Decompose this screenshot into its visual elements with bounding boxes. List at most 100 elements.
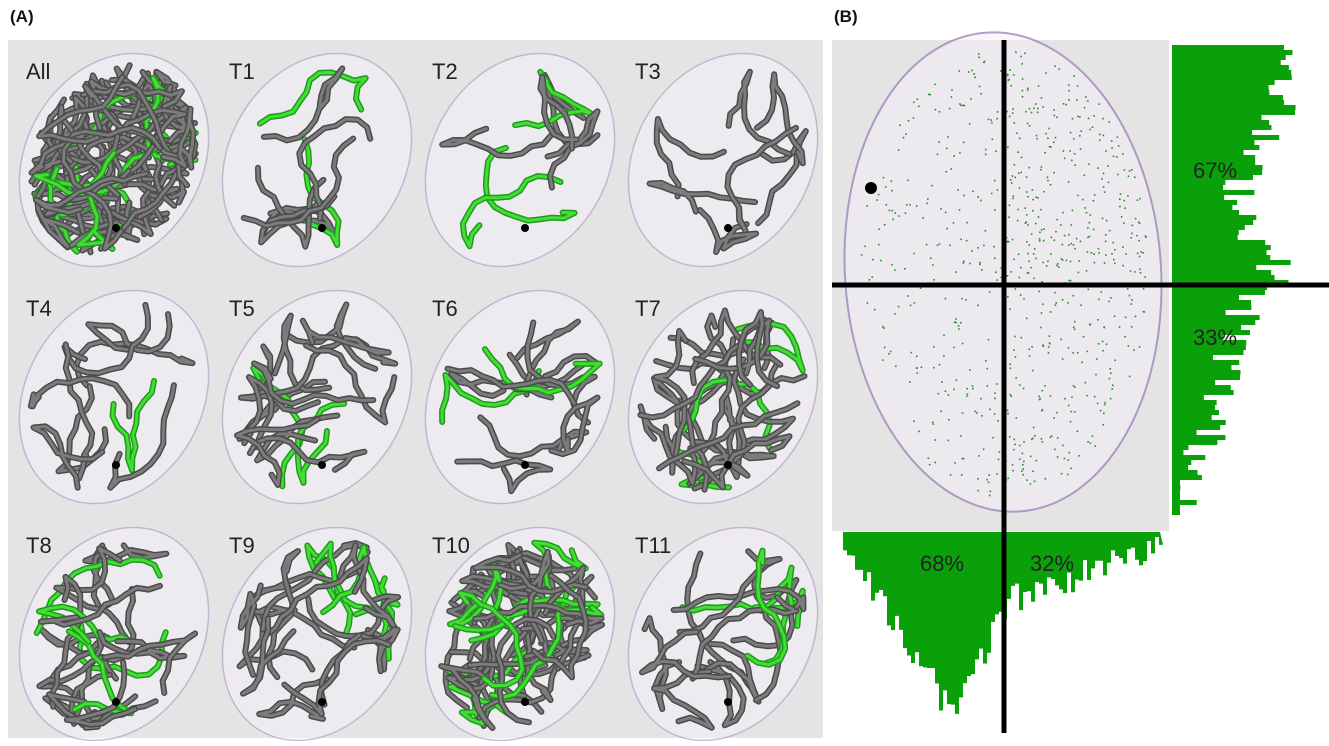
dot bbox=[916, 205, 918, 207]
dot bbox=[927, 198, 929, 200]
dot bbox=[949, 108, 951, 110]
dot bbox=[1009, 308, 1011, 310]
dot bbox=[985, 149, 987, 151]
dot bbox=[1138, 240, 1140, 242]
marker-dot bbox=[112, 224, 120, 232]
dot bbox=[985, 360, 987, 362]
dot bbox=[983, 245, 985, 247]
dot bbox=[890, 351, 892, 353]
dot bbox=[966, 388, 968, 390]
dot bbox=[898, 306, 900, 308]
dot bbox=[1013, 449, 1015, 451]
dot bbox=[1027, 89, 1029, 91]
percent-label: 32% bbox=[1030, 551, 1074, 576]
dot bbox=[1000, 70, 1002, 72]
dot bbox=[1131, 303, 1133, 305]
dot bbox=[1068, 90, 1070, 92]
dot bbox=[945, 298, 947, 300]
dot bbox=[988, 482, 990, 484]
dot bbox=[969, 263, 971, 265]
dot bbox=[1031, 112, 1033, 114]
dot bbox=[928, 457, 930, 459]
dot bbox=[1077, 85, 1079, 87]
dot bbox=[918, 106, 920, 108]
dot bbox=[1054, 240, 1056, 242]
dot bbox=[1131, 299, 1133, 301]
dot bbox=[1114, 360, 1116, 362]
dot bbox=[1113, 156, 1115, 158]
dot bbox=[1045, 72, 1047, 74]
tile-label: T7 bbox=[635, 296, 661, 321]
dot bbox=[1068, 234, 1070, 236]
dot bbox=[910, 305, 912, 307]
dot bbox=[1139, 198, 1141, 200]
dot bbox=[963, 262, 965, 264]
dot bbox=[1019, 445, 1021, 447]
dot bbox=[980, 200, 982, 202]
dot bbox=[1078, 455, 1080, 457]
dot bbox=[990, 491, 992, 493]
dot bbox=[1114, 249, 1116, 251]
dot bbox=[1054, 65, 1056, 67]
dot bbox=[927, 203, 929, 205]
dot bbox=[1029, 244, 1031, 246]
dot bbox=[940, 410, 942, 412]
dot bbox=[894, 313, 896, 315]
marker-dot bbox=[318, 461, 326, 469]
dot bbox=[1040, 209, 1042, 211]
dot bbox=[906, 204, 908, 206]
dot bbox=[1073, 75, 1075, 77]
dot bbox=[1135, 218, 1137, 220]
dot bbox=[954, 322, 956, 324]
dot bbox=[1105, 241, 1107, 243]
dot bbox=[929, 464, 931, 466]
dot bbox=[1016, 132, 1018, 134]
dot bbox=[990, 119, 992, 121]
dot bbox=[1043, 228, 1045, 230]
dot bbox=[1104, 191, 1106, 193]
dot bbox=[1054, 292, 1056, 294]
dot bbox=[1102, 341, 1104, 343]
dot bbox=[1104, 327, 1106, 329]
dot bbox=[972, 191, 974, 193]
dot bbox=[1109, 368, 1111, 370]
dot bbox=[1110, 297, 1112, 299]
dot bbox=[958, 325, 960, 327]
dot bbox=[1034, 248, 1036, 250]
dot bbox=[1050, 311, 1052, 313]
dot bbox=[1110, 398, 1112, 400]
dot bbox=[1044, 385, 1046, 387]
dot bbox=[997, 420, 999, 422]
dot bbox=[1030, 456, 1032, 458]
percent-label: 68% bbox=[920, 551, 964, 576]
dot bbox=[1072, 210, 1074, 212]
dot bbox=[878, 244, 880, 246]
dot bbox=[983, 448, 985, 450]
dot bbox=[1026, 241, 1028, 243]
dot bbox=[1047, 180, 1049, 182]
dot bbox=[1007, 296, 1009, 298]
marker-dot bbox=[318, 698, 326, 706]
dot bbox=[1124, 169, 1126, 171]
dot bbox=[1010, 368, 1012, 370]
dot bbox=[911, 352, 913, 354]
dot bbox=[959, 152, 961, 154]
dot bbox=[1015, 377, 1017, 379]
dot bbox=[1093, 253, 1095, 255]
dot bbox=[898, 215, 900, 217]
dot bbox=[1012, 198, 1014, 200]
dot bbox=[878, 194, 880, 196]
dot bbox=[1106, 344, 1108, 346]
dot bbox=[1140, 272, 1142, 274]
dot bbox=[995, 150, 997, 152]
dot bbox=[1032, 438, 1034, 440]
dot bbox=[1042, 390, 1044, 392]
dot bbox=[1041, 97, 1043, 99]
dot bbox=[955, 322, 957, 324]
dot bbox=[1085, 96, 1087, 98]
dot bbox=[1117, 136, 1119, 138]
dot bbox=[1018, 254, 1020, 256]
dot bbox=[1143, 288, 1145, 290]
dot bbox=[1074, 328, 1076, 330]
dot bbox=[981, 415, 983, 417]
